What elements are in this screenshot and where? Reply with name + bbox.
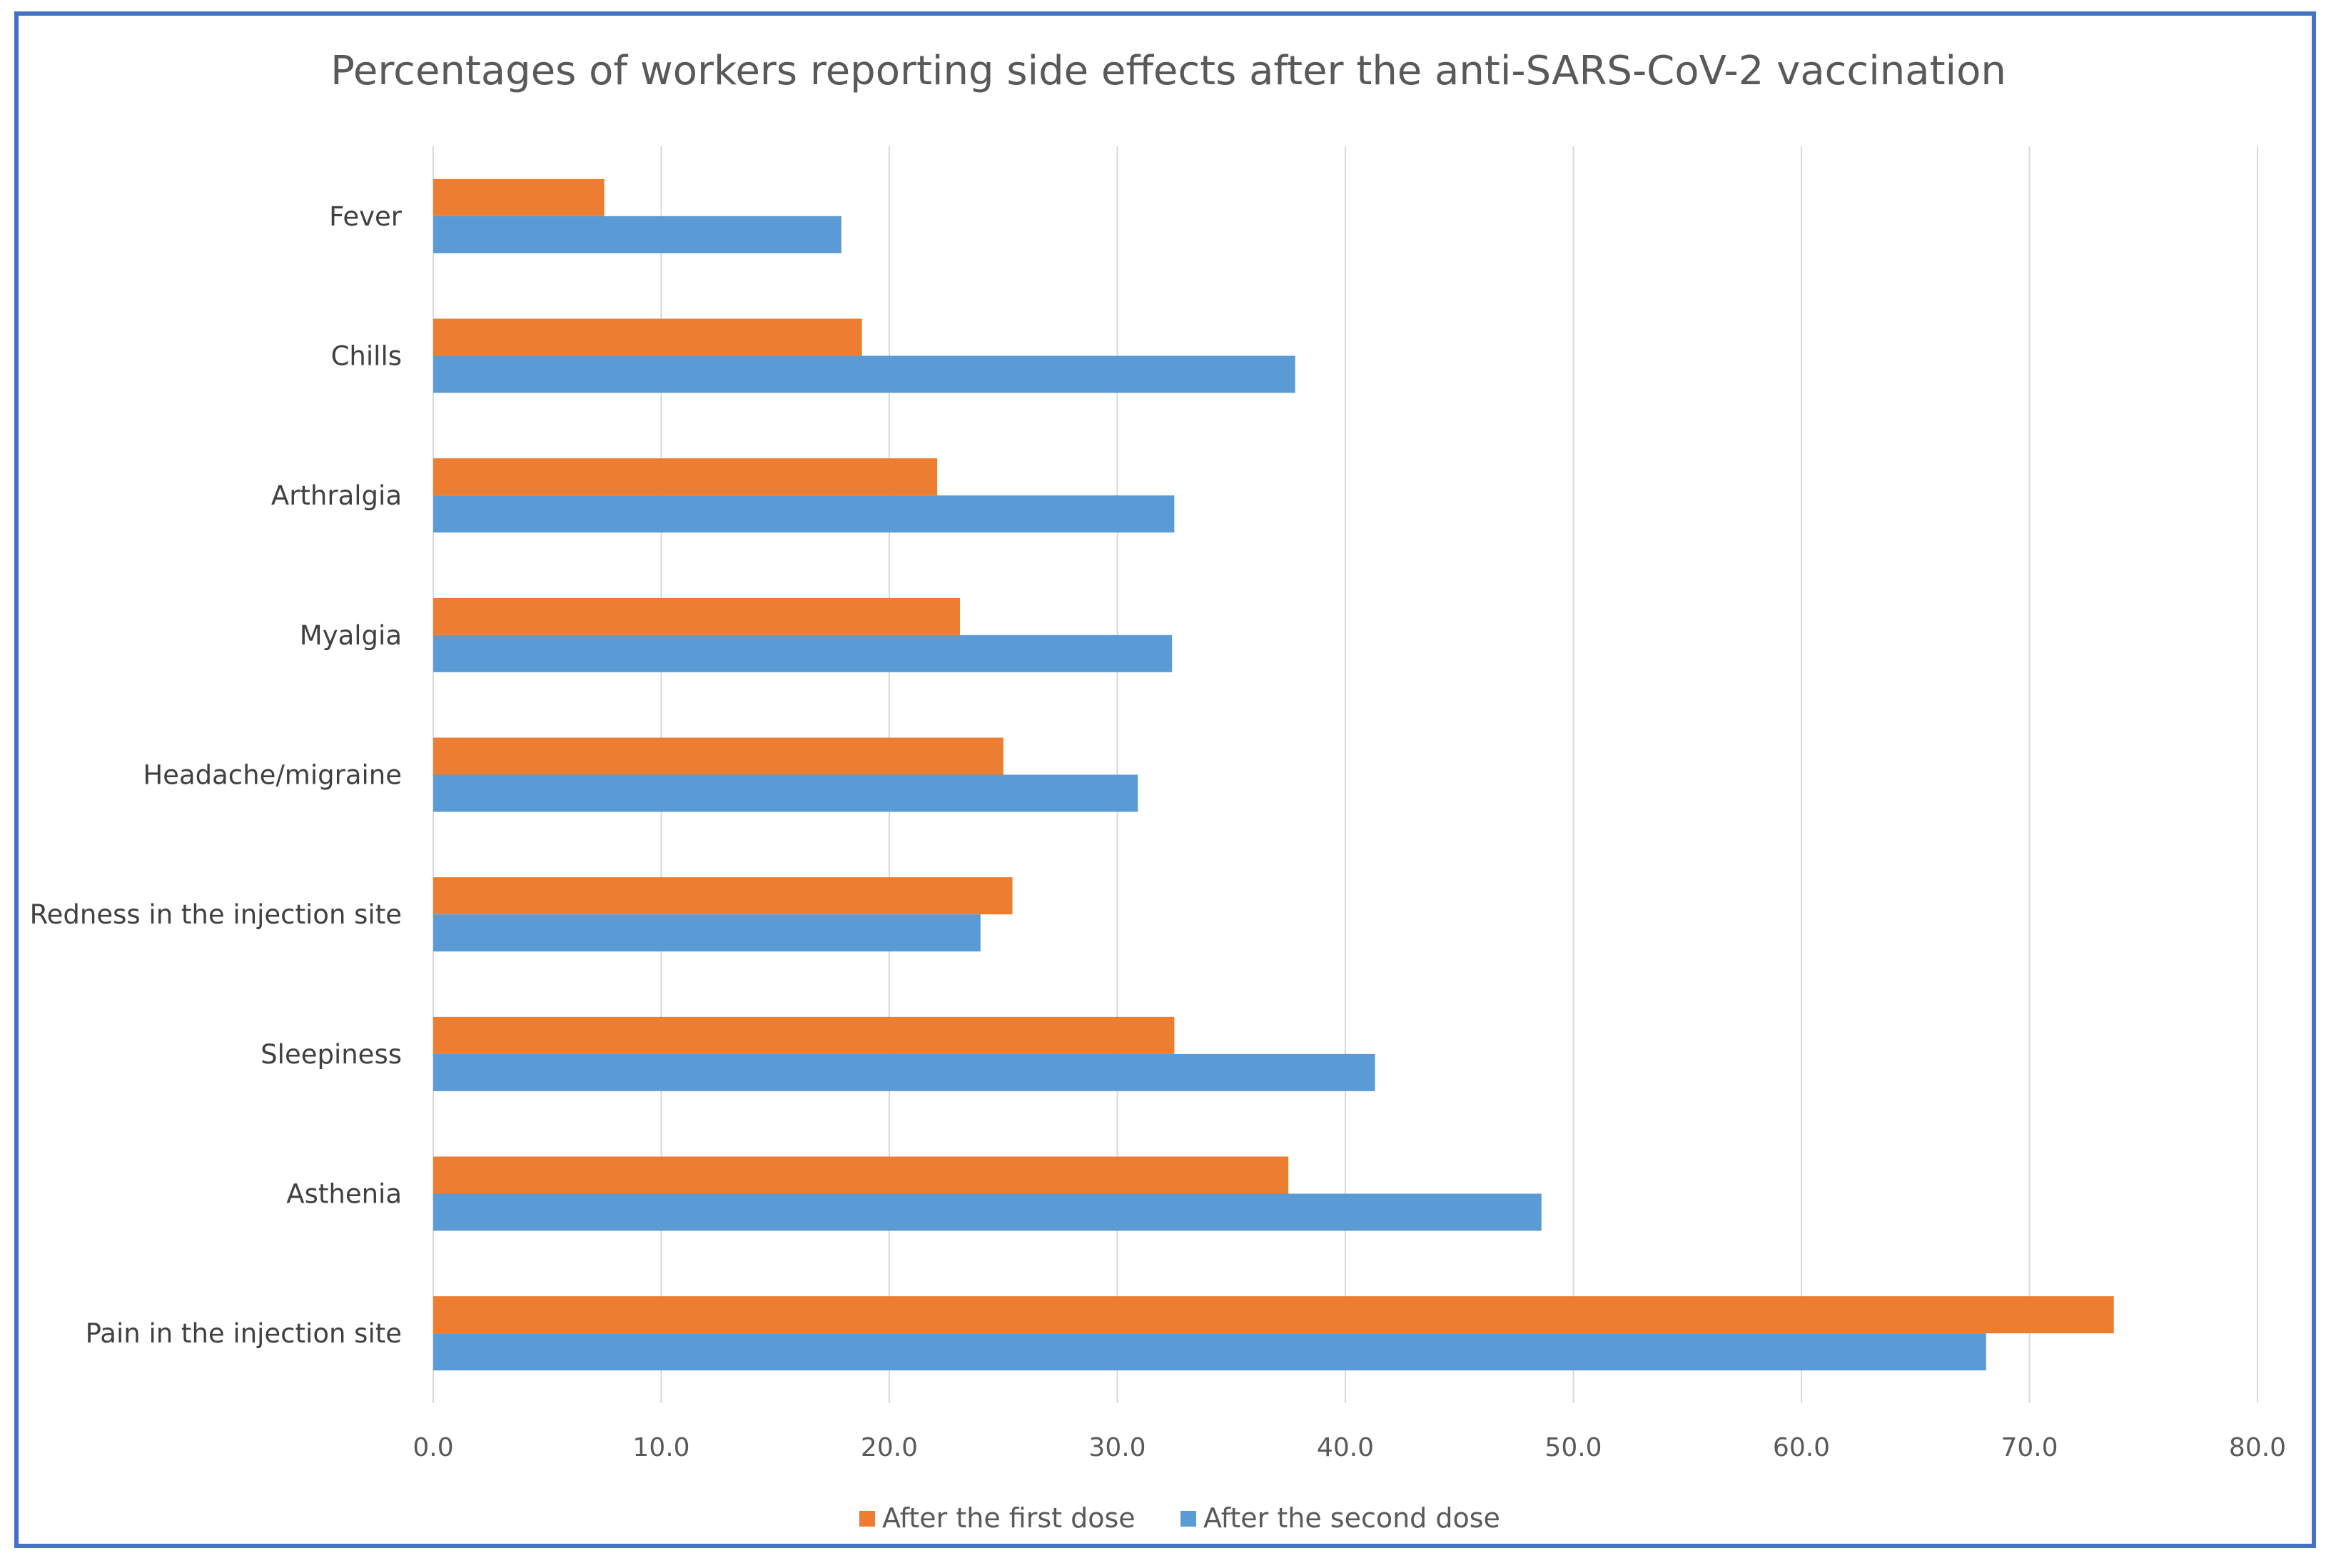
category-label: Myalgia xyxy=(300,620,402,651)
legend: After the first dose After the second do… xyxy=(859,1502,1500,1534)
bar-second-dose-8 xyxy=(433,1333,1986,1371)
category-label: Fever xyxy=(329,201,403,232)
bar-first-dose-4 xyxy=(433,737,1003,775)
x-tick-label: 20.0 xyxy=(861,1433,918,1462)
chart-title: Percentages of workers reporting side ef… xyxy=(330,48,2006,94)
bar-second-dose-2 xyxy=(433,495,1175,533)
category-label: Asthenia xyxy=(286,1179,402,1210)
bars xyxy=(433,178,2114,1371)
bar-first-dose-3 xyxy=(433,597,961,635)
x-tick-label: 0.0 xyxy=(413,1433,453,1462)
chart-frame xyxy=(14,11,2316,1548)
category-label: Arthralgia xyxy=(271,480,402,511)
x-tick-label: 80.0 xyxy=(2229,1433,2286,1462)
bar-second-dose-4 xyxy=(433,774,1138,812)
bar-first-dose-2 xyxy=(433,458,938,496)
bar-first-dose-8 xyxy=(433,1296,2114,1334)
bar-second-dose-3 xyxy=(433,634,1173,672)
category-label: Sleepiness xyxy=(261,1039,402,1070)
x-tick-label: 30.0 xyxy=(1088,1433,1146,1462)
legend-label-second-dose: After the second dose xyxy=(1203,1502,1500,1534)
category-label: Pain in the injection site xyxy=(86,1318,402,1349)
x-tick-label: 10.0 xyxy=(632,1433,689,1462)
category-label: Headache/migraine xyxy=(143,760,402,791)
bar-first-dose-0 xyxy=(433,178,605,216)
x-tick-label: 60.0 xyxy=(1773,1433,1830,1462)
x-tick-labels: 0.0 10.0 20.0 30.0 40.0 50.0 60.0 70.0 80.0 xyxy=(413,1433,2286,1462)
x-tick-label: 70.0 xyxy=(2001,1433,2058,1462)
bar-first-dose-6 xyxy=(433,1016,1175,1054)
bar-second-dose-7 xyxy=(433,1193,1542,1231)
category-label: Redness in the injection site xyxy=(30,899,402,930)
bar-second-dose-0 xyxy=(433,216,841,253)
category-labels: Fever Chills Arthralgia Myalgia Headache/mig… xyxy=(30,201,403,1349)
legend-swatch-second-dose xyxy=(1180,1511,1196,1527)
bar-second-dose-5 xyxy=(433,914,981,952)
bar-second-dose-6 xyxy=(433,1053,1375,1091)
bar-first-dose-1 xyxy=(433,318,862,356)
legend-swatch-first-dose xyxy=(859,1511,875,1527)
bar-second-dose-1 xyxy=(433,355,1295,393)
x-tick-label: 40.0 xyxy=(1317,1433,1374,1462)
x-tick-label: 50.0 xyxy=(1544,1433,1602,1462)
bar-first-dose-5 xyxy=(433,877,1013,915)
legend-label-first-dose: After the first dose xyxy=(882,1502,1136,1534)
bar-first-dose-7 xyxy=(433,1156,1289,1194)
category-label: Chills xyxy=(331,341,402,372)
